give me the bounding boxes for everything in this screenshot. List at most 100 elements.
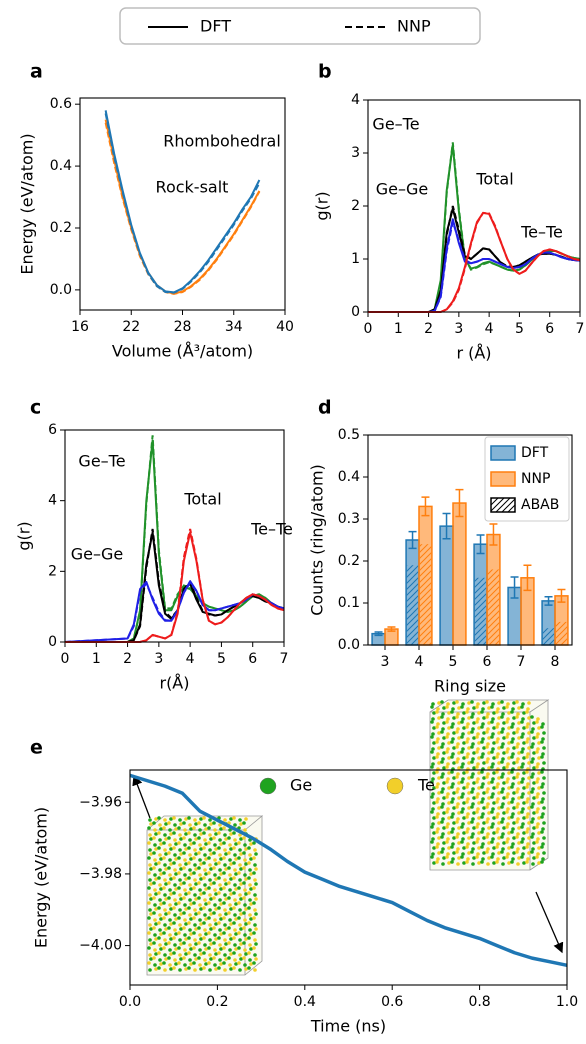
atom-dot (517, 751, 521, 755)
atom-dot (193, 848, 197, 852)
atom-dot (501, 832, 505, 836)
atom-dot (487, 736, 491, 740)
atom-dot (237, 931, 241, 935)
atom-dot (188, 823, 192, 827)
atom-dot (164, 897, 168, 901)
atom-dot (152, 911, 156, 915)
atom-dot (435, 845, 439, 849)
atom-dot (541, 857, 545, 861)
atom-dot (222, 886, 226, 890)
atom-dot (237, 901, 241, 905)
atom-dot (153, 948, 157, 952)
atom-dot (163, 908, 167, 912)
atom-dot (254, 867, 258, 871)
atom-dot (451, 722, 455, 726)
atom-dot (227, 881, 231, 885)
x-tick-label: 7 (280, 651, 289, 667)
atom-dot (233, 898, 237, 902)
atom-dot (467, 701, 471, 705)
atom-dot (500, 805, 504, 809)
atom-dot (437, 806, 441, 810)
atom-dot (472, 736, 476, 740)
atom-dot (446, 807, 450, 811)
atom-dot (542, 761, 546, 765)
atom-dot (512, 776, 516, 780)
atom-legend-label: Te (417, 776, 435, 795)
atom-dot (472, 751, 476, 755)
atom-dot (253, 938, 257, 942)
atom-dot (455, 805, 459, 809)
atom-dot (204, 962, 208, 966)
y-tick-label: 0.6 (50, 96, 72, 112)
x-tick-label: 0.0 (119, 994, 141, 1010)
atom-dot (219, 947, 223, 951)
atom-dot (162, 856, 166, 860)
atom-dot (485, 715, 489, 719)
atom-dot (173, 883, 177, 887)
atom-dot (500, 730, 504, 734)
atom-dot (521, 807, 525, 811)
atom-dot (203, 883, 207, 887)
series-line-nnp (368, 211, 581, 313)
atom-dot (182, 866, 186, 870)
atom-dot (436, 707, 440, 711)
legend-swatch (490, 497, 516, 513)
atom-dot (446, 822, 450, 826)
atom-dot (490, 840, 494, 844)
x-tick-label: 1 (92, 651, 101, 667)
atom-dot (496, 737, 500, 741)
atom-dot (471, 742, 475, 746)
atom-dot (476, 822, 480, 826)
atom-dot (162, 901, 166, 905)
atom-dot (500, 850, 504, 854)
atom-dot (462, 861, 466, 865)
atom-dot (451, 842, 455, 846)
atom-dot (222, 826, 226, 830)
atom-dot (238, 863, 242, 867)
atom-dot (461, 702, 465, 706)
atom-dot (530, 820, 534, 824)
atom-dot (223, 938, 227, 942)
atom-dot (472, 706, 476, 710)
atom-dot (153, 918, 157, 922)
atom-dot (159, 902, 163, 906)
atom-dot (530, 850, 534, 854)
atom-dot (447, 741, 451, 745)
x-axis-label: Time (ns) (310, 1017, 386, 1036)
atom-dot (189, 887, 193, 891)
atom-dot (530, 730, 534, 734)
atom-dot (497, 851, 501, 855)
atom-dot (232, 891, 236, 895)
atom-dot (254, 927, 258, 931)
atom-dot (208, 863, 212, 867)
atom-dot (451, 782, 455, 786)
atom-dot (169, 922, 173, 926)
atom-dot (187, 891, 191, 895)
atom-dot (208, 833, 212, 837)
atom-dot (461, 837, 465, 841)
y-axis-label: Energy (eV/atom) (18, 133, 37, 274)
atom-dot (154, 877, 158, 881)
atom-dot (536, 747, 540, 751)
y-tick-label: 0.0 (50, 282, 72, 298)
atom-dot (485, 820, 489, 824)
atom-dot (466, 752, 470, 756)
atom-dot (435, 830, 439, 834)
atom-dot (527, 806, 531, 810)
atom-dot (162, 946, 166, 950)
atom-dot (223, 968, 227, 972)
atom-dot (167, 956, 171, 960)
atom-dot (153, 903, 157, 907)
atom-dot (470, 745, 474, 749)
atom-dot (204, 932, 208, 936)
atom-dot (183, 828, 187, 832)
atom-dot (471, 802, 475, 806)
atom-dot (532, 751, 536, 755)
atom-dot (207, 916, 211, 920)
atom-dot (485, 790, 489, 794)
atom-dot (154, 967, 158, 971)
atom-dot (452, 701, 456, 705)
atom-dot (253, 953, 257, 957)
atom-dot (437, 851, 441, 855)
atom-dot (446, 732, 450, 736)
